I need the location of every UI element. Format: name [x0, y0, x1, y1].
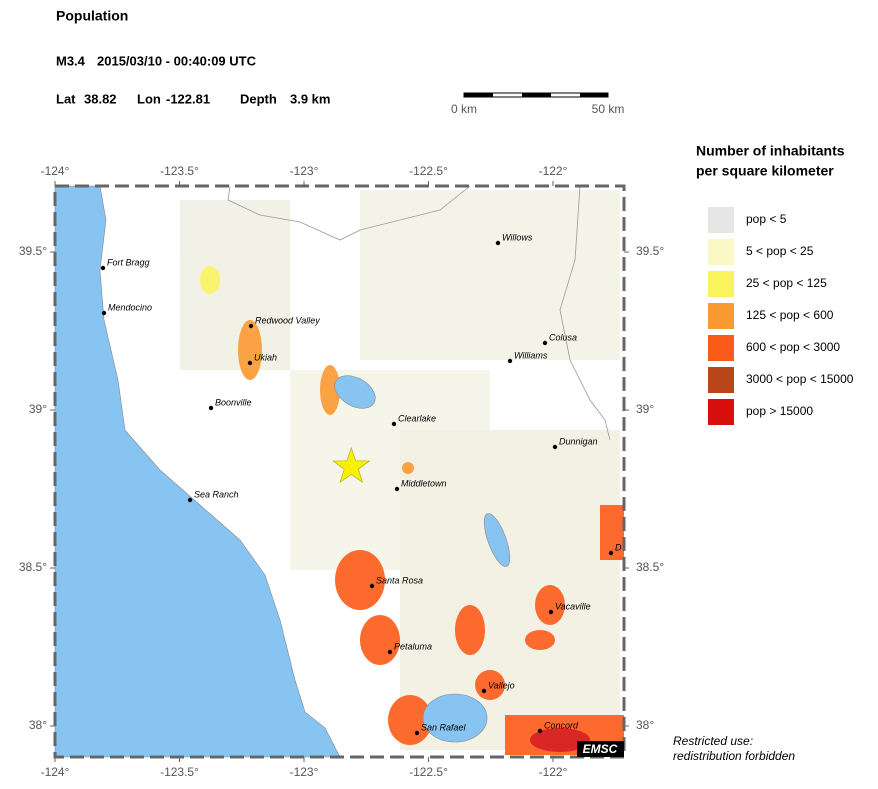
city-dot — [387, 649, 393, 655]
bay — [422, 693, 488, 743]
legend-label: 600 < pop < 3000 — [746, 340, 840, 354]
legend-swatch — [708, 399, 734, 425]
city-label: Ukiah — [254, 352, 277, 362]
city-dot — [507, 358, 513, 364]
clear-lake — [334, 375, 376, 409]
legend-swatch — [708, 271, 734, 297]
lon-tick-label: -123.5° — [160, 164, 199, 178]
legend-label: pop > 15000 — [746, 404, 813, 418]
lat-tick-label: 38° — [29, 718, 47, 732]
lon-tick-label: -122° — [539, 164, 568, 178]
legend-label: 25 < pop < 125 — [746, 276, 827, 290]
lon-tick-label: -122.5° — [409, 765, 448, 779]
depth-label: Depth — [240, 91, 277, 106]
city-dot — [414, 730, 420, 736]
lon-tick-label: -123.5° — [160, 765, 199, 779]
map: EMSC Fort Bragg Mendocino Redwood Valley Uk… — [53, 184, 626, 759]
city-label: Boonville — [215, 397, 252, 407]
legend-swatch — [708, 207, 734, 233]
city-label: Middletown — [401, 478, 447, 488]
time: 2015/03/10 - 00:40:09 UTC — [97, 53, 257, 68]
city-dot — [394, 486, 400, 492]
city-dot — [391, 421, 397, 427]
legend-label: 125 < pop < 600 — [746, 308, 834, 322]
lon-tick-label: -124° — [41, 765, 70, 779]
legend-swatch — [708, 367, 734, 393]
lat-tick-label: 38° — [636, 718, 654, 732]
lake-berryessa — [483, 513, 511, 567]
city-label: Vacaville — [555, 601, 591, 611]
lon-tick-label: -122.5° — [409, 164, 448, 178]
scale-start: 0 km — [451, 102, 477, 116]
city-dot — [481, 688, 487, 694]
city-label: Fort Bragg — [107, 257, 150, 267]
city-dot — [495, 240, 501, 246]
city-dot — [542, 340, 548, 346]
lat-tick-label: 39° — [29, 402, 47, 416]
lat: 38.82 — [84, 91, 117, 106]
city-label: Colusa — [549, 332, 577, 342]
note: redistribution forbidden — [673, 749, 795, 763]
magnitude: M3.4 — [56, 53, 86, 68]
lon-label: Lon — [137, 91, 161, 106]
scale-end: 50 km — [592, 102, 625, 116]
city-label: Santa Rosa — [376, 575, 423, 585]
city-label: Petaluma — [394, 641, 432, 651]
city-label: Williams — [514, 350, 548, 360]
title: Population — [56, 8, 128, 24]
legend-label: pop < 5 — [746, 212, 787, 226]
epicenter — [332, 446, 371, 484]
city-dot — [208, 405, 214, 411]
city-label: Vallejo — [488, 680, 515, 690]
city-label: Concord — [544, 720, 579, 730]
note: Restricted use: — [673, 734, 753, 748]
legend-title: Number of inhabitants — [696, 143, 845, 159]
scale-bar — [463, 92, 609, 98]
city-label: Redwood Valley — [255, 315, 320, 325]
lon-tick-label: -122° — [539, 765, 568, 779]
lon-tick-label: -123° — [290, 765, 319, 779]
lon-tick-label: -123° — [290, 164, 319, 178]
city-label: Sea Ranch — [194, 489, 239, 499]
city-dot — [369, 583, 375, 589]
legend-swatch — [708, 239, 734, 265]
lat-tick-label: 39.5° — [19, 244, 47, 258]
city-dot — [537, 728, 543, 734]
lat-tick-label: 38.5° — [19, 560, 47, 574]
city-dot — [552, 444, 558, 450]
lat-label: Lat — [56, 91, 76, 106]
city-label: Mendocino — [108, 302, 152, 312]
city-dot — [548, 609, 554, 615]
legend-label: 5 < pop < 25 — [746, 244, 814, 258]
legend-swatch — [708, 303, 734, 329]
legend-title: per square kilometer — [696, 163, 834, 179]
legend-label: 3000 < pop < 15000 — [746, 372, 854, 386]
city-dot — [247, 360, 253, 366]
city-dot — [101, 310, 107, 316]
lon: -122.81 — [166, 91, 210, 106]
depth: 3.9 km — [290, 91, 330, 106]
lat-tick-label: 39° — [636, 402, 654, 416]
city-label: D — [615, 542, 622, 552]
city-label: Dunnigan — [559, 436, 598, 446]
county-line — [227, 185, 611, 441]
population-cells — [180, 190, 624, 755]
ocean — [54, 185, 341, 758]
lon-tick-label: -124° — [41, 164, 70, 178]
logo: EMSC — [583, 742, 618, 756]
city-dot — [608, 550, 614, 556]
city-dot — [100, 265, 106, 271]
city-dot — [248, 323, 254, 329]
legend-swatch — [708, 335, 734, 361]
city-label: San Rafael — [421, 722, 467, 732]
city-dot — [187, 497, 193, 503]
lat-tick-label: 39.5° — [636, 244, 664, 258]
lat-tick-label: 38.5° — [636, 560, 664, 574]
city-label: Willows — [502, 232, 533, 242]
city-label: Clearlake — [398, 413, 436, 423]
